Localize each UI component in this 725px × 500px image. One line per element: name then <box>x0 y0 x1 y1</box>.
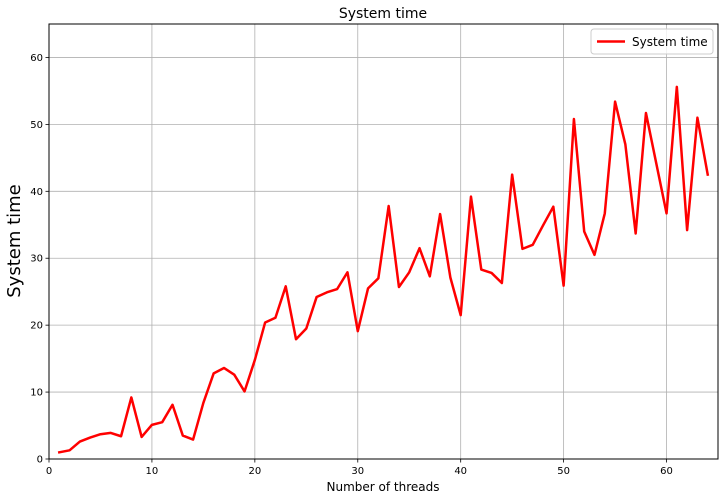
legend: System time <box>590 28 714 55</box>
plot-frame <box>48 23 719 460</box>
legend-label: System time <box>632 35 708 49</box>
axis-ticks <box>45 57 667 463</box>
x-tick-label: 30 <box>351 466 364 477</box>
x-tick-label: 10 <box>146 466 159 477</box>
series-lines <box>57 85 710 454</box>
x-tick-label: 60 <box>660 466 673 477</box>
x-tick-label: 20 <box>248 466 261 477</box>
legend-box <box>590 28 714 55</box>
y-tick-label: 60 <box>30 53 43 64</box>
y-tick-label: 40 <box>30 187 43 198</box>
grid-lines <box>48 24 718 460</box>
x-tick-label: 0 <box>46 466 52 477</box>
y-tick-label: 10 <box>30 388 43 399</box>
y-axis-label: System time <box>4 184 25 298</box>
x-axis-label: Number of threads <box>327 480 440 494</box>
y-tick-label: 0 <box>37 455 43 466</box>
series-line <box>57 85 710 454</box>
x-tick-label: 40 <box>454 466 467 477</box>
y-tick-label: 20 <box>30 321 43 332</box>
chart-title: System time <box>339 6 427 22</box>
x-tick-label: 50 <box>557 466 570 477</box>
y-tick-label: 30 <box>30 254 43 265</box>
y-tick-label: 50 <box>30 120 43 131</box>
tick-labels: 0 10 20 30 40 50 60 0 10 20 30 40 50 60 <box>30 53 673 477</box>
